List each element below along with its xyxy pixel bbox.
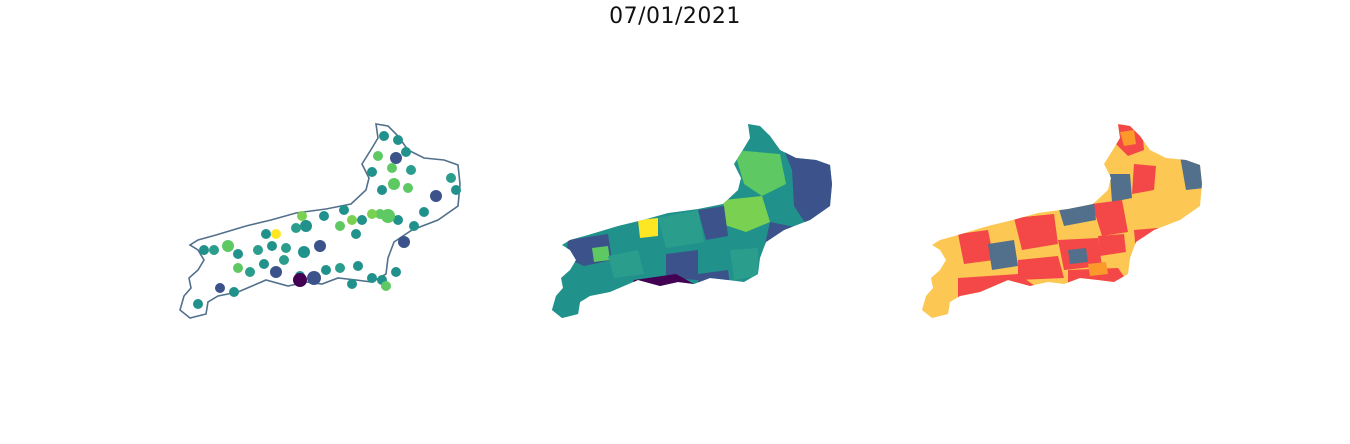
point-marker bbox=[267, 241, 277, 251]
point-marker bbox=[351, 229, 361, 239]
point-marker bbox=[393, 215, 403, 225]
region bbox=[730, 248, 758, 280]
municipality-category-map bbox=[922, 124, 1202, 318]
point-marker bbox=[245, 267, 255, 277]
point-marker bbox=[388, 178, 400, 190]
region bbox=[734, 150, 786, 196]
point-marker bbox=[319, 211, 329, 221]
point-marker bbox=[291, 223, 301, 233]
region bbox=[988, 240, 1018, 270]
point-marker bbox=[390, 152, 402, 164]
point-marker bbox=[300, 220, 312, 232]
point-marker bbox=[451, 185, 461, 195]
point-marker bbox=[233, 249, 243, 259]
region bbox=[608, 250, 644, 278]
point-marker bbox=[367, 273, 377, 283]
point-marker bbox=[193, 299, 203, 309]
point-marker bbox=[270, 266, 282, 278]
point-marker bbox=[430, 190, 442, 202]
point-marker bbox=[406, 165, 416, 175]
point-marker bbox=[339, 205, 349, 215]
point-marker bbox=[379, 131, 389, 141]
region bbox=[958, 230, 994, 264]
point-marker bbox=[199, 245, 209, 255]
point-marker bbox=[391, 267, 401, 277]
point-marker bbox=[298, 246, 310, 258]
point-marker bbox=[401, 147, 411, 157]
point-marker bbox=[387, 163, 397, 173]
figure-title: 07/01/2021 bbox=[609, 4, 741, 29]
region bbox=[552, 286, 588, 318]
region bbox=[762, 222, 810, 260]
point-marker bbox=[321, 265, 331, 275]
point-marker bbox=[381, 281, 391, 291]
point-marker bbox=[261, 229, 271, 239]
point-marker bbox=[293, 273, 307, 287]
region bbox=[1092, 200, 1128, 236]
point-marker bbox=[375, 209, 385, 219]
region bbox=[1132, 164, 1156, 194]
region bbox=[1018, 256, 1064, 280]
point-marker bbox=[259, 259, 269, 269]
point-marker bbox=[281, 243, 291, 253]
region bbox=[638, 218, 658, 238]
region bbox=[666, 250, 698, 280]
region bbox=[592, 246, 610, 262]
region bbox=[1014, 214, 1058, 250]
region bbox=[1134, 228, 1160, 254]
municipality-points-map bbox=[179, 123, 461, 319]
point-marker bbox=[222, 240, 234, 252]
point-marker bbox=[271, 229, 281, 239]
point-marker bbox=[215, 283, 225, 293]
point-marker bbox=[279, 255, 289, 265]
point-marker bbox=[314, 240, 326, 252]
point-marker bbox=[335, 263, 345, 273]
point-marker bbox=[347, 215, 357, 225]
region bbox=[658, 210, 704, 248]
region bbox=[758, 130, 784, 154]
category-regions bbox=[922, 124, 1202, 318]
region bbox=[1088, 262, 1108, 276]
point-marker bbox=[253, 245, 263, 255]
point-marker bbox=[229, 287, 239, 297]
point-marker bbox=[357, 215, 367, 225]
point-marker bbox=[335, 221, 345, 231]
region bbox=[1120, 130, 1136, 146]
municipality-choropleth-map bbox=[552, 124, 832, 318]
point-marker bbox=[446, 173, 456, 183]
point-marker bbox=[307, 271, 321, 285]
point-marker bbox=[377, 185, 387, 195]
point-marker bbox=[393, 135, 403, 145]
point-marker bbox=[347, 279, 357, 289]
point-marker bbox=[297, 211, 307, 221]
point-marker bbox=[367, 167, 377, 177]
region bbox=[1068, 248, 1088, 264]
point-marker bbox=[233, 263, 243, 273]
point-marker bbox=[353, 261, 363, 271]
region bbox=[698, 206, 728, 240]
point-marker bbox=[409, 221, 419, 231]
point-marker bbox=[209, 245, 219, 255]
point-marker bbox=[373, 151, 383, 161]
region bbox=[722, 196, 770, 232]
point-marker bbox=[398, 236, 410, 248]
point-marker bbox=[403, 183, 413, 193]
region bbox=[1110, 174, 1132, 202]
point-marker bbox=[419, 207, 429, 217]
choropleth-regions bbox=[552, 124, 832, 318]
region bbox=[1098, 234, 1126, 256]
point-markers bbox=[193, 131, 461, 309]
point-marker bbox=[367, 209, 377, 219]
